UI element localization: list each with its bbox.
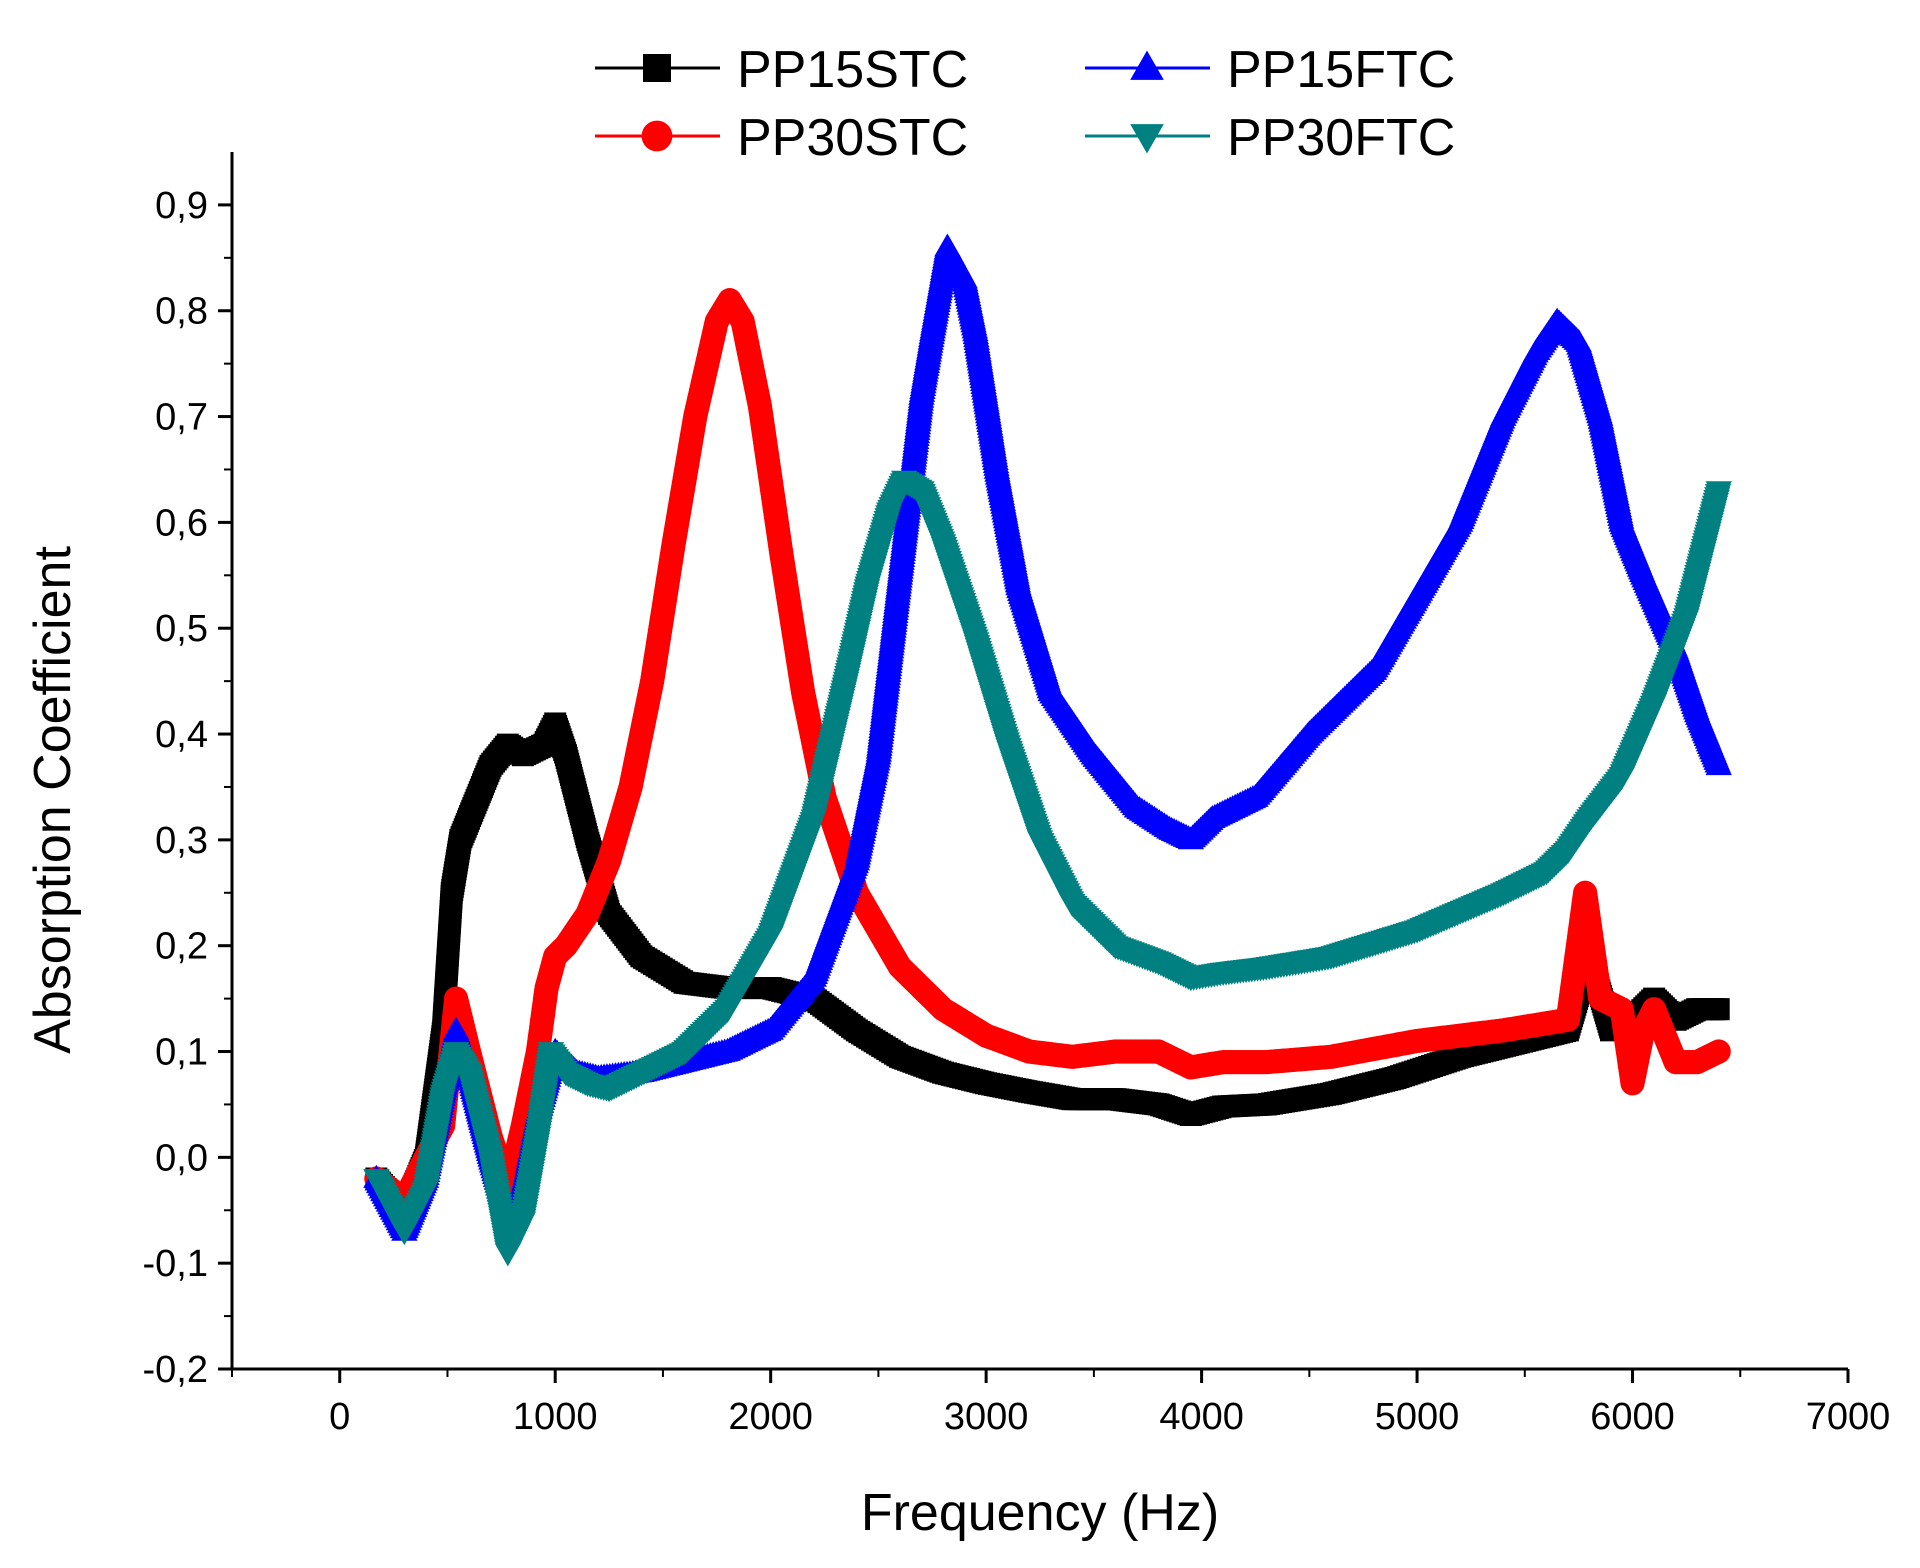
axes-layer: [230, 152, 1848, 1371]
legend-marker: [641, 120, 673, 152]
y-tick-label: 0,2: [155, 926, 208, 968]
data-point: [1707, 998, 1730, 1021]
legend-marker: [1130, 124, 1164, 154]
y-tick-label: 0,1: [155, 1032, 208, 1074]
legend-item-PP30STC: PP30STC: [595, 109, 968, 167]
y-tick-label: 0,8: [155, 291, 208, 333]
series-PP15STC: [365, 712, 1730, 1222]
y-tick-label: -0,1: [143, 1243, 208, 1285]
x-tick-label: 1000: [513, 1396, 598, 1438]
x-tick-label: 5000: [1375, 1396, 1460, 1438]
x-tick-label: 0: [329, 1396, 350, 1438]
legend-label: PP15STC: [737, 41, 968, 99]
x-axis-title: Frequency (Hz): [861, 1484, 1219, 1542]
series-layer: [363, 233, 1732, 1267]
legend-item-PP30FTC: PP30FTC: [1085, 109, 1455, 167]
x-tick-label: 4000: [1159, 1396, 1244, 1438]
legend-marker: [643, 54, 671, 82]
y-tick-label: -0,2: [143, 1349, 208, 1391]
x-tick-label: 7000: [1806, 1396, 1891, 1438]
legend-item-PP15FTC: PP15FTC: [1085, 41, 1455, 99]
y-tick-label: 0,4: [155, 714, 208, 756]
x-tick-label: 6000: [1590, 1396, 1675, 1438]
data-point: [1705, 481, 1732, 505]
legend-label: PP30FTC: [1227, 109, 1455, 167]
legend: PP15STC PP30STC PP15FTC PP30FTC: [595, 41, 1455, 167]
legend-item-PP15STC: PP15STC: [595, 41, 968, 99]
legend-label: PP15FTC: [1227, 41, 1455, 99]
y-tick-label: 0,6: [155, 502, 208, 544]
data-point: [1705, 752, 1732, 776]
x-tick-label: 2000: [728, 1396, 813, 1438]
y-tick-label: 0,5: [155, 608, 208, 650]
y-axis-title: Absorption Coefficient: [24, 546, 82, 1054]
y-tick-label: 0,0: [155, 1137, 208, 1179]
y-tick-label: 0,3: [155, 820, 208, 862]
legend-marker: [1130, 50, 1164, 80]
x-ticks: 0 1000 2000 3000 4000 5000 6000 7000: [231, 1369, 1891, 1438]
x-tick-label: 3000: [944, 1396, 1029, 1438]
y-ticks: -0,2 -0,1 0,0 0,1 0,2 0,3 0,4 0,5 0,6 0,7 0,8 0,9: [143, 185, 232, 1391]
series-PP30FTC: [363, 470, 1732, 1267]
data-point: [1706, 1039, 1731, 1064]
y-tick-label: 0,9: [155, 185, 208, 227]
y-tick-label: 0,7: [155, 397, 208, 439]
legend-label: PP30STC: [737, 109, 968, 167]
